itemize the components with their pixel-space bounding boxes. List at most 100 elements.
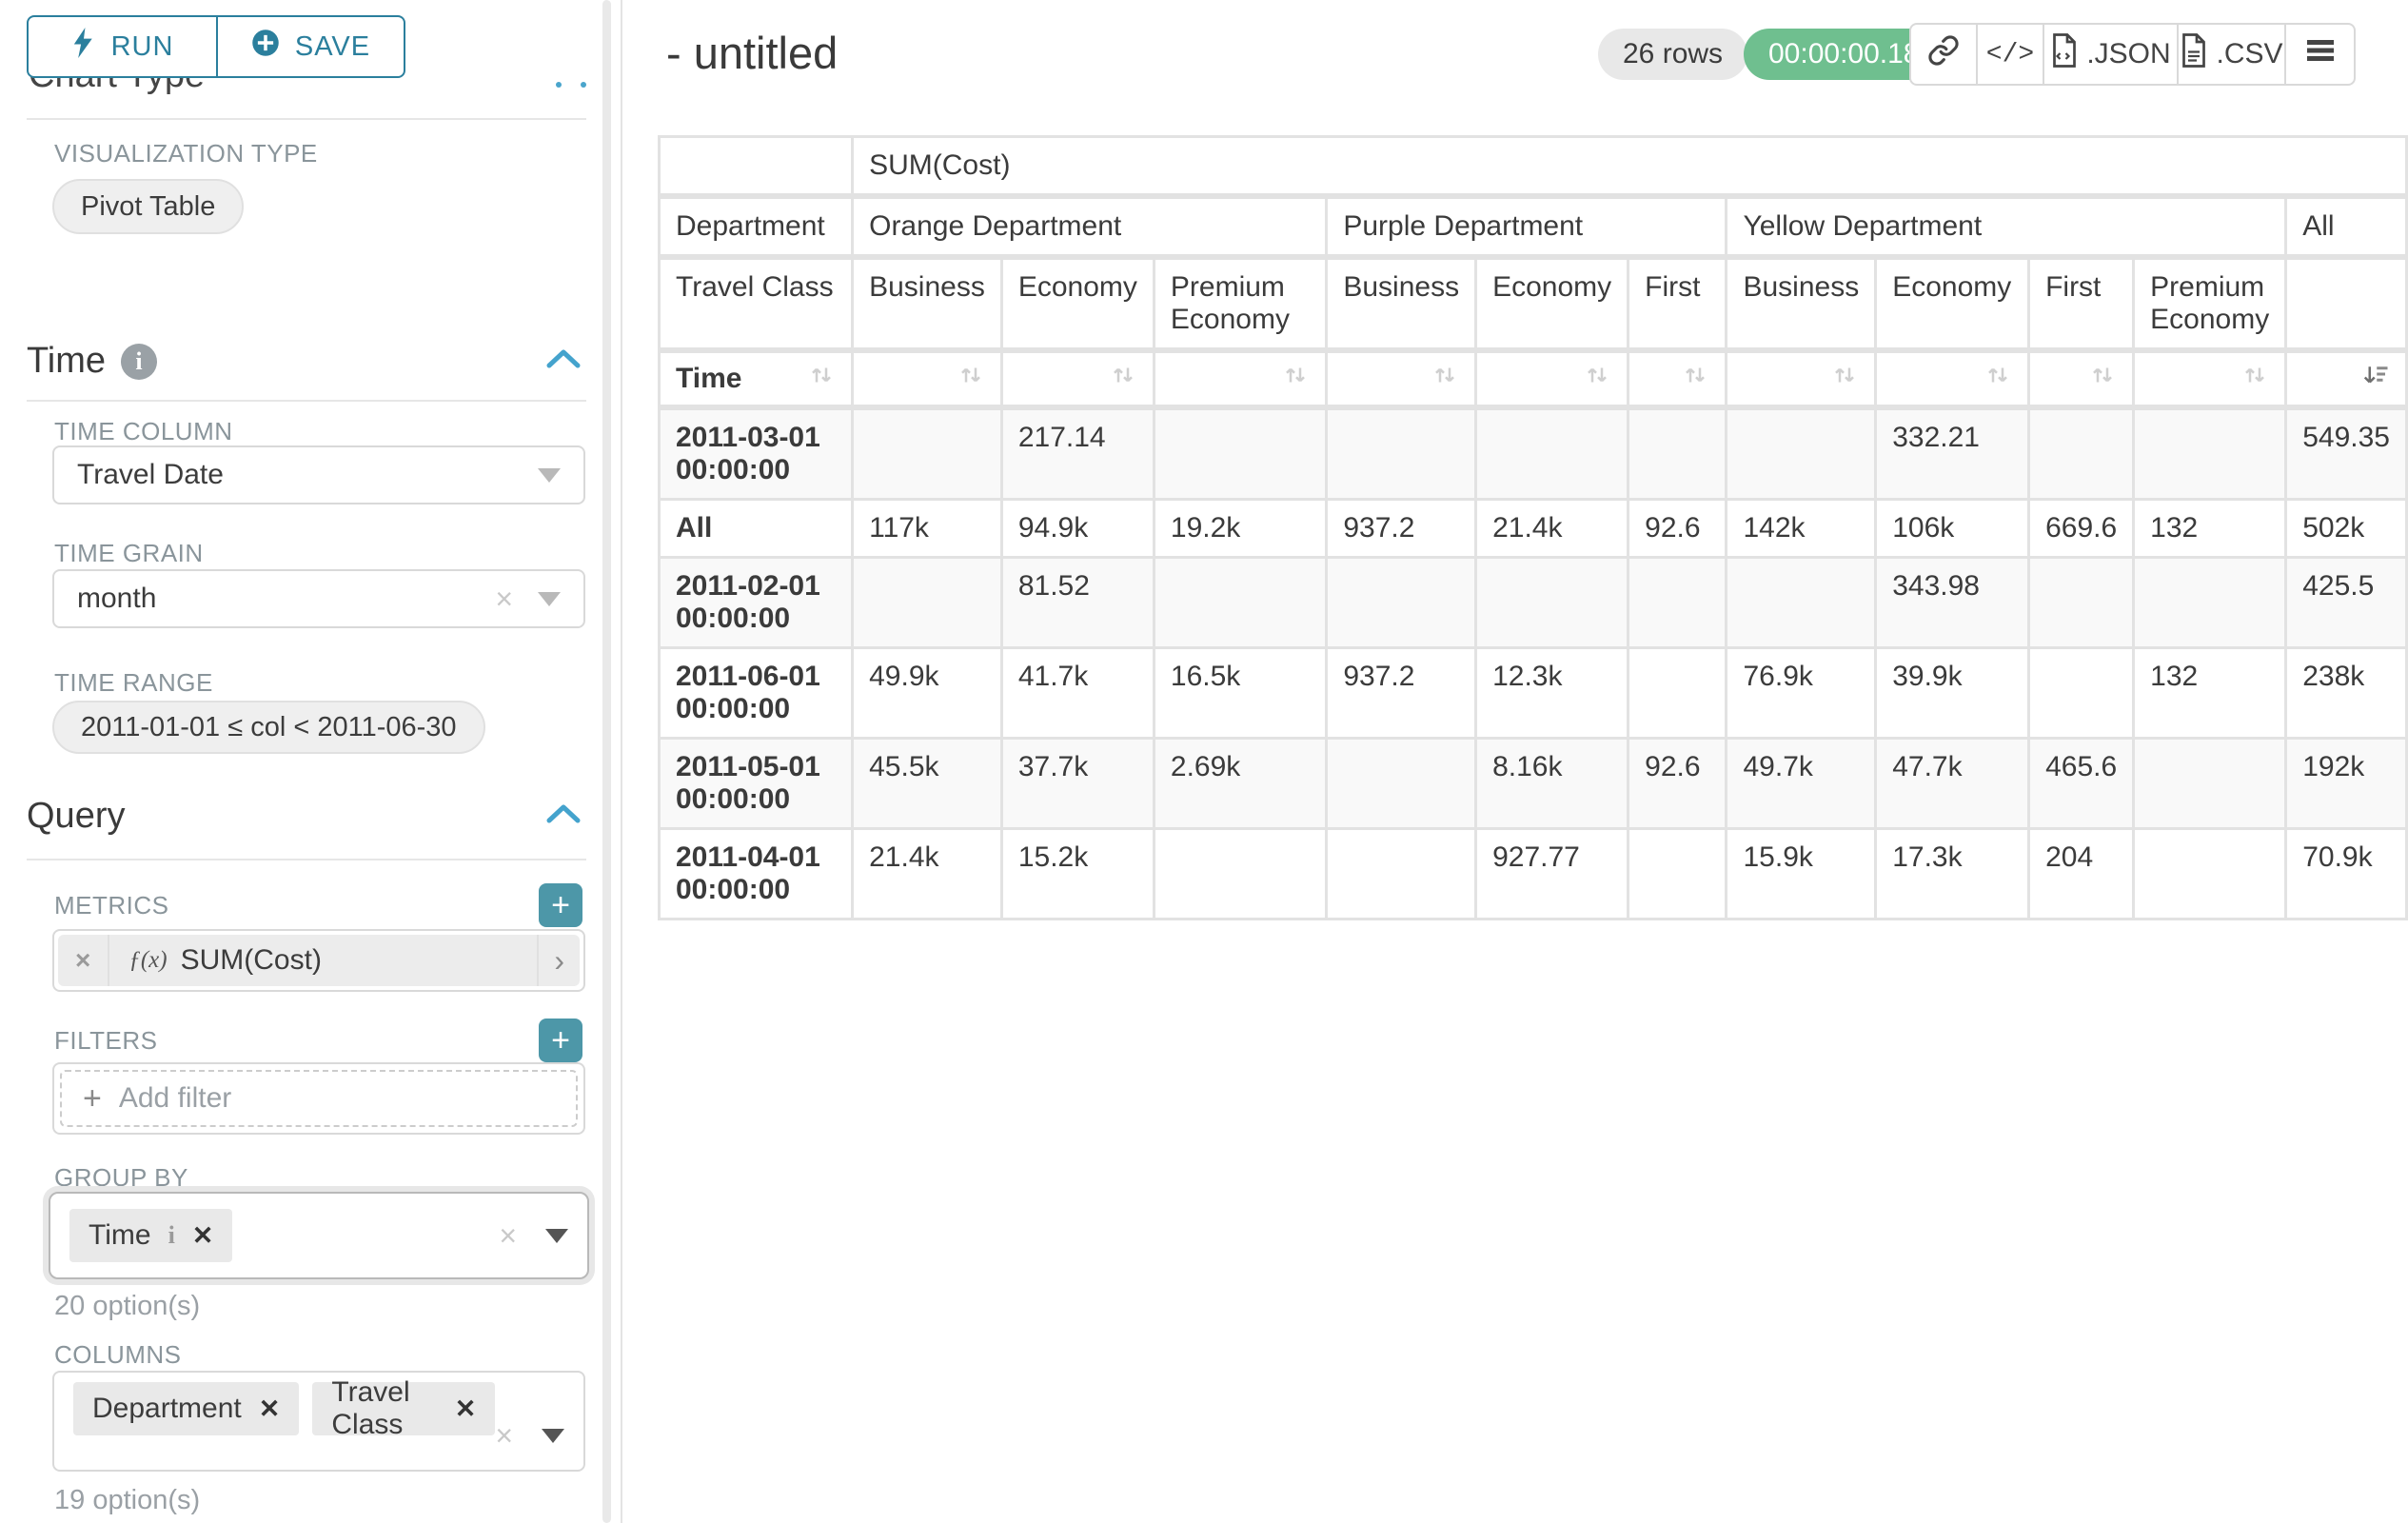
sort-value-column[interactable] <box>1727 350 1876 407</box>
value-cell: 132 <box>2134 648 2286 739</box>
time-range-value: 2011-01-01 ≤ col < 2011-06-30 <box>81 712 457 743</box>
metric-pill[interactable]: × ƒ(x) SUM(Cost) › <box>58 935 580 986</box>
value-cell: 192k <box>2286 739 2407 829</box>
department-axis-label: Department <box>660 196 853 257</box>
sort-value-column[interactable] <box>1628 350 1727 407</box>
table-row: 2011-03-01 00:00:00217.14332.21549.35 <box>660 407 2407 500</box>
clear-icon[interactable]: × <box>499 1220 517 1251</box>
pivot-table-container: SUM(Cost)DepartmentOrange DepartmentPurp… <box>658 135 2408 920</box>
chevron-up-icon[interactable] <box>544 801 582 831</box>
sort-value-column[interactable] <box>853 350 1002 407</box>
travel-class-header: Economy <box>1876 257 2029 350</box>
function-icon: ƒ(x) <box>128 947 167 974</box>
value-cell: 92.6 <box>1628 739 1727 829</box>
value-cell <box>2134 829 2286 920</box>
remove-metric-icon[interactable]: × <box>58 935 109 986</box>
remove-tag-icon[interactable]: ✕ <box>455 1394 477 1424</box>
travel-class-header: Premium Economy <box>2134 257 2286 350</box>
travel-class-header: Business <box>853 257 1002 350</box>
run-button[interactable]: RUN <box>27 15 217 78</box>
view-query-button[interactable]: </> <box>1978 25 2044 84</box>
value-cell <box>1727 407 1876 500</box>
run-button-label: RUN <box>111 31 174 63</box>
department-group-header: All <box>2286 196 2407 257</box>
field-tag[interactable]: Travel Class✕ <box>312 1382 495 1435</box>
sort-icon <box>1281 361 1310 397</box>
field-tag-label: Time <box>89 1219 151 1252</box>
info-icon: i <box>168 1221 175 1250</box>
value-cell: 343.98 <box>1876 558 2029 648</box>
table-row: All117k94.9k19.2k937.221.4k92.6142k106k6… <box>660 500 2407 558</box>
chevron-down-icon <box>538 592 561 606</box>
time-range-pill[interactable]: 2011-01-01 ≤ col < 2011-06-30 <box>52 701 485 754</box>
value-cell <box>2134 558 2286 648</box>
share-link-button[interactable] <box>1911 25 1978 84</box>
chevron-right-icon[interactable]: › <box>537 935 580 986</box>
value-cell: 47.7k <box>1876 739 2029 829</box>
code-icon: </> <box>1986 40 2034 69</box>
add-metric-button[interactable]: + <box>539 883 582 927</box>
metrics-control: × ƒ(x) SUM(Cost) › <box>52 929 585 992</box>
value-cell <box>1154 407 1326 500</box>
field-tag[interactable]: Timei ✕ <box>69 1209 232 1262</box>
hamburger-icon <box>2305 38 2336 70</box>
value-cell: 465.6 <box>2029 739 2134 829</box>
value-cell: 49.7k <box>1727 739 1876 829</box>
columns-select[interactable]: Department✕Travel Class✕ × <box>52 1371 585 1472</box>
value-cell <box>2134 739 2286 829</box>
remove-tag-icon[interactable]: ✕ <box>192 1221 214 1251</box>
export-json-label: .JSON <box>2086 38 2170 70</box>
value-cell: 19.2k <box>1154 500 1326 558</box>
sort-value-column[interactable] <box>1001 350 1154 407</box>
value-cell <box>853 558 1002 648</box>
value-cell: 117k <box>853 500 1002 558</box>
bolt-icon <box>71 28 96 66</box>
more-options-button[interactable] <box>2286 25 2354 84</box>
clear-icon[interactable]: × <box>495 583 513 614</box>
run-save-button-group: RUN SAVE <box>27 15 405 78</box>
sort-value-column[interactable] <box>1876 350 2029 407</box>
field-tag[interactable]: Department✕ <box>73 1382 299 1435</box>
remove-tag-icon[interactable]: ✕ <box>259 1394 281 1424</box>
table-row: 2011-06-01 00:00:0049.9k41.7k16.5k937.21… <box>660 648 2407 739</box>
export-json-button[interactable]: .JSON <box>2044 25 2179 84</box>
sort-value-column[interactable] <box>1476 350 1628 407</box>
export-csv-button[interactable]: .CSV <box>2179 25 2286 84</box>
travel-class-header: Premium Economy <box>1154 257 1326 350</box>
value-cell: 217.14 <box>1001 407 1154 500</box>
value-cell: 937.2 <box>1327 648 1476 739</box>
panel-scrollbar[interactable] <box>602 0 611 1523</box>
filters-control: + Add filter <box>52 1062 585 1135</box>
collapsed-chevron-icon[interactable] <box>556 82 586 88</box>
travel-class-header: First <box>2029 257 2134 350</box>
sort-icon <box>1109 361 1137 397</box>
sort-value-column[interactable] <box>1154 350 1326 407</box>
group-by-select[interactable]: Timei ✕ × <box>49 1192 589 1279</box>
clear-icon[interactable]: × <box>495 1420 513 1451</box>
chevron-up-icon[interactable] <box>544 346 582 376</box>
sort-value-column[interactable] <box>2134 350 2286 407</box>
value-cell: 94.9k <box>1001 500 1154 558</box>
value-cell: 21.4k <box>853 829 1002 920</box>
add-filter-button[interactable]: + Add filter <box>60 1070 578 1127</box>
plus-icon: + <box>83 1080 102 1118</box>
add-filter-plus-button[interactable]: + <box>539 1019 582 1062</box>
row-header: 2011-04-01 00:00:00 <box>660 829 853 920</box>
value-cell: 106k <box>1876 500 2029 558</box>
sort-value-column[interactable] <box>1327 350 1476 407</box>
sort-time-column[interactable]: Time <box>660 350 853 407</box>
chart-title[interactable]: - untitled <box>666 27 838 79</box>
viz-type-pill[interactable]: Pivot Table <box>52 179 244 234</box>
time-column-value: Travel Date <box>77 459 224 491</box>
time-grain-select[interactable]: month × <box>52 569 585 628</box>
sort-value-column[interactable] <box>2286 350 2407 407</box>
value-cell: 549.35 <box>2286 407 2407 500</box>
sort-value-column[interactable] <box>2029 350 2134 407</box>
value-cell <box>1628 558 1727 648</box>
time-column-select[interactable]: Travel Date <box>52 445 585 504</box>
time-grain-value: month <box>77 583 156 615</box>
value-cell: 502k <box>2286 500 2407 558</box>
metrics-label: METRICS <box>54 891 169 920</box>
save-button[interactable]: SAVE <box>217 15 405 78</box>
value-cell <box>1327 739 1476 829</box>
